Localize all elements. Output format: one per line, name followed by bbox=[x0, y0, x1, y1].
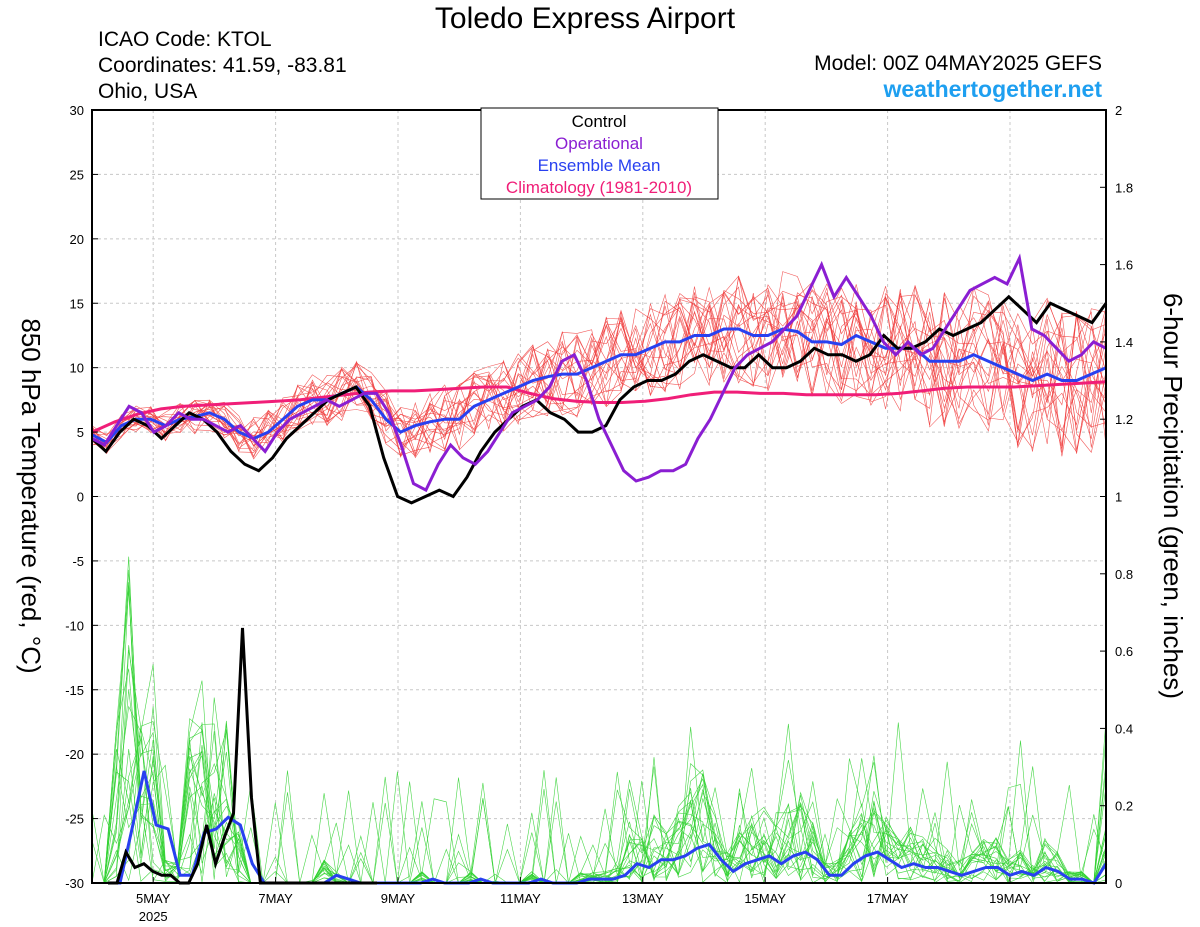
legend-entry: Climatology (1981-2010) bbox=[506, 178, 692, 197]
legend-entry: Control bbox=[572, 112, 627, 131]
right-tick-label: 2 bbox=[1115, 103, 1122, 118]
x-tick-label: 7MAY bbox=[258, 891, 293, 906]
left-tick-label: 25 bbox=[70, 167, 84, 182]
x-tick-label: 11MAY bbox=[500, 891, 541, 906]
legend: Control Operational Ensemble Mean Climatolo… bbox=[480, 107, 719, 200]
x-tick-label: 5MAY bbox=[136, 891, 171, 906]
right-tick-label: 1.2 bbox=[1115, 412, 1133, 427]
site-watermark: weathertogether.net bbox=[883, 76, 1102, 102]
right-tick-label: 1 bbox=[1115, 490, 1122, 505]
legend-entry: Ensemble Mean bbox=[538, 156, 661, 175]
left-tick-label: -20 bbox=[65, 747, 84, 762]
left-tick-label: -25 bbox=[65, 812, 84, 827]
left-tick-label: -15 bbox=[65, 683, 84, 698]
right-tick-label: 0.8 bbox=[1115, 567, 1133, 582]
legend-entry: Operational bbox=[555, 134, 643, 153]
x-tick-label: 15MAY bbox=[744, 891, 786, 906]
x-tick-label: 19MAY bbox=[989, 891, 1031, 906]
x-year-label: 2025 bbox=[139, 909, 168, 924]
right-axis-title: 6-hour Precipitation (green, inches) bbox=[1158, 293, 1188, 699]
right-tick-label: 0 bbox=[1115, 876, 1122, 891]
region-label: Ohio, USA bbox=[98, 80, 198, 103]
temp-member-line bbox=[91, 294, 1107, 453]
temp-member-line bbox=[91, 289, 1107, 450]
x-tick-label: 17MAY bbox=[867, 891, 909, 906]
right-tick-label: 0.2 bbox=[1115, 799, 1133, 814]
right-tick-label: 0.6 bbox=[1115, 644, 1133, 659]
left-tick-label: -30 bbox=[65, 876, 84, 891]
left-tick-label: -10 bbox=[65, 618, 84, 633]
left-tick-label: 20 bbox=[70, 232, 84, 247]
x-tick-label: 13MAY bbox=[622, 891, 664, 906]
chart-title: Toledo Express Airport bbox=[434, 2, 736, 35]
temp-member-line bbox=[91, 284, 1107, 457]
series-group bbox=[90, 253, 1108, 885]
right-tick-label: 1.4 bbox=[1115, 335, 1133, 350]
temp-member-line bbox=[91, 296, 1107, 449]
temp-members bbox=[91, 271, 1107, 460]
grid-lines bbox=[92, 110, 1106, 883]
left-tick-label: 10 bbox=[70, 361, 84, 376]
temp-control-line bbox=[90, 294, 1108, 505]
right-tick-label: 1.6 bbox=[1115, 258, 1133, 273]
x-tick-label: 9MAY bbox=[381, 891, 416, 906]
right-tick-label: 0.4 bbox=[1115, 721, 1133, 736]
icao-code-label: ICAO Code: KTOL bbox=[98, 28, 272, 51]
temp-operational-line bbox=[91, 253, 1107, 493]
climatology-line bbox=[91, 380, 1107, 434]
temp-ensemble-mean-line bbox=[91, 327, 1107, 445]
left-axis-title: 850 hPa Temperature (red, °C) bbox=[16, 318, 46, 673]
temp-member-line bbox=[91, 271, 1107, 456]
coordinates-label: Coordinates: 41.59, -83.81 bbox=[98, 54, 347, 77]
model-run-label: Model: 00Z 04MAY2025 GEFS bbox=[814, 52, 1102, 75]
right-tick-label: 1.8 bbox=[1115, 180, 1133, 195]
temp-member-line bbox=[91, 286, 1107, 457]
legend-box bbox=[480, 107, 719, 200]
left-tick-label: 0 bbox=[77, 490, 84, 505]
left-tick-label: -5 bbox=[72, 554, 84, 569]
left-tick-label: 5 bbox=[77, 425, 84, 440]
axis-ticks: 302520151050-5-10-15-20-25-3021.81.61.41… bbox=[65, 103, 1133, 924]
left-tick-label: 15 bbox=[70, 296, 84, 311]
left-tick-label: 30 bbox=[70, 103, 84, 118]
